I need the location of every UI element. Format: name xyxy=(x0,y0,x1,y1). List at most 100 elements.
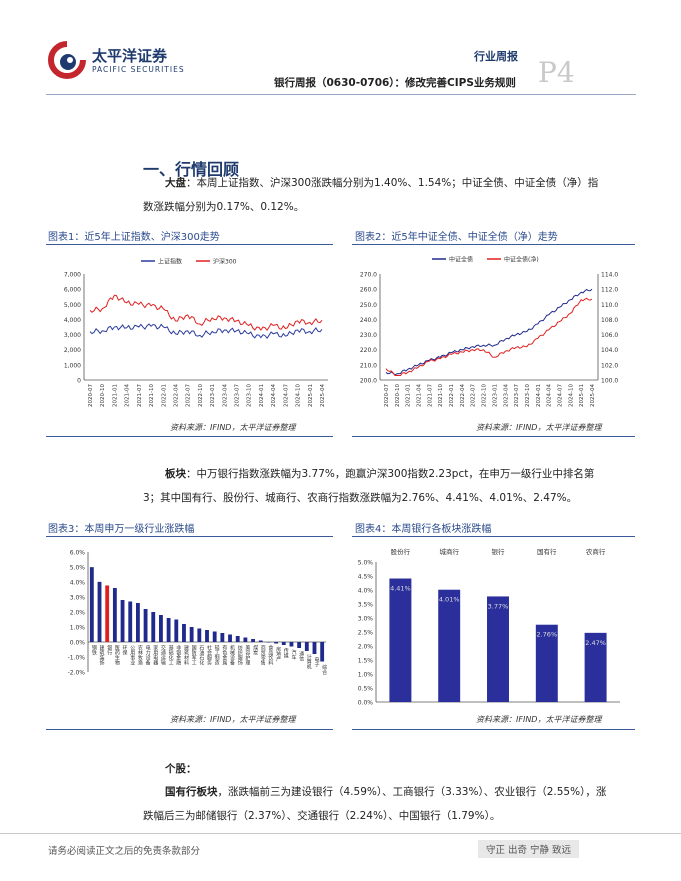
x-tick-label: 2025-01 xyxy=(308,384,314,407)
figure1-bottom-rule xyxy=(46,436,333,437)
y-tick-label: 4,000 xyxy=(64,317,81,324)
x-tick-label: 2022-10 xyxy=(482,384,488,407)
y-tick-label: 200.0 xyxy=(360,378,377,385)
header-divider xyxy=(46,94,636,95)
bar-家用电器 xyxy=(151,612,156,642)
market-text-line1: ：本周上证指数、沪深300涨跌幅分别为1.40%、1.54%；中证全债、中证全债… xyxy=(186,177,599,189)
bar-传媒 xyxy=(281,642,286,645)
x-tick-label: 2023-07 xyxy=(514,384,520,407)
category-label: 社会服务 xyxy=(206,644,212,666)
bar-公用事业 xyxy=(128,601,133,642)
bar-电子 xyxy=(312,642,317,654)
data-label: 2.76% xyxy=(536,631,557,639)
bar-基础化工 xyxy=(166,618,171,642)
y-tick-label: 5.0% xyxy=(70,565,86,572)
y-tick-label: 6,000 xyxy=(64,287,81,294)
y-tick-label: 3.0% xyxy=(70,595,86,602)
x-tick-label: 2025-04 xyxy=(590,384,596,407)
category-label: 国防军工 xyxy=(191,645,197,665)
x-tick-label: 2021-01 xyxy=(406,384,412,407)
x-tick-label: 2020-10 xyxy=(100,384,106,407)
board-text-line1: ：中万银行指数涨跌幅为3.77%，跑赢沪深300指数2.23pct，在申万一级行… xyxy=(186,468,595,480)
x-tick-label: 2023-01 xyxy=(210,384,216,407)
figure2-rule xyxy=(352,244,635,245)
y-tick-label: 3.5% xyxy=(358,602,374,609)
category-label: 商贸零售 xyxy=(260,644,266,666)
figure2-bottom-rule xyxy=(352,436,635,437)
category-label: 基础化工 xyxy=(168,644,174,665)
y-tick-label: 7,000 xyxy=(64,272,81,279)
x-tick-label: 2022-07 xyxy=(471,384,477,407)
y-tick-label: 4.0% xyxy=(358,588,374,595)
figure1-rule xyxy=(46,244,333,245)
category-label: 城商行 xyxy=(439,547,459,556)
bar-医药生物 xyxy=(112,588,117,642)
figure1-title: 图表1：近5年上证指数、沪深300走势 xyxy=(48,232,220,243)
stocks-paragraph-cont: 跌幅后三为邮储银行（2.37%）、交通银行（2.24%）、中国银行（1.79%）… xyxy=(143,810,501,822)
x-tick-label: 2025-01 xyxy=(579,384,585,407)
legend-label: 中证全债 xyxy=(449,256,473,264)
category-label: 医药生物 xyxy=(114,645,120,666)
category-label: 美容护理 xyxy=(244,644,250,665)
y-right-tick-label: 104.0 xyxy=(601,347,618,354)
y-tick-label: 210.0 xyxy=(360,362,377,369)
series-line-2 xyxy=(89,294,323,332)
bar-有色金属 xyxy=(220,633,225,642)
x-tick-label: 2023-01 xyxy=(492,384,498,407)
bar-房地产 xyxy=(274,642,279,644)
x-tick-label: 2022-01 xyxy=(449,384,455,407)
bar-城商行 xyxy=(438,589,461,702)
category-label: 交通运输 xyxy=(160,644,166,666)
board-paragraph: 板块：中万银行指数涨跌幅为3.77%，跑赢沪深300指数2.23pct，在申万一… xyxy=(165,462,635,486)
y-tick-label: 5.0% xyxy=(358,560,374,567)
data-label: 2.47% xyxy=(585,639,606,647)
data-label: 4.01% xyxy=(439,596,460,604)
x-tick-label: 2025-04 xyxy=(320,384,326,407)
section-title: 一、行情回顾 xyxy=(143,160,240,179)
y-tick-label: -1.0% xyxy=(68,655,86,662)
bar-商贸零售 xyxy=(258,640,263,642)
category-label: 轻工制造 xyxy=(214,644,220,666)
y-tick-label: 1.0% xyxy=(70,625,86,632)
x-tick-label: 2022-04 xyxy=(460,384,466,407)
bar-石油石化 xyxy=(197,628,202,642)
bar-通信 xyxy=(297,642,302,648)
y-tick-label: 0.5% xyxy=(358,686,374,693)
category-label: 房地产 xyxy=(275,646,281,663)
y-tick-label: 3,000 xyxy=(64,332,81,339)
y-right-tick-label: 106.0 xyxy=(601,332,618,339)
figure3-bottom-rule xyxy=(46,729,333,730)
category-label: 有色金属 xyxy=(221,644,227,666)
category-label: 电力设备 xyxy=(145,644,151,666)
y-tick-label: 6.0% xyxy=(70,550,86,557)
report-title: 银行周报（0630-0706）：修改完善CIPS业务规则 xyxy=(274,77,516,89)
state-bank-label: 国有行板块 xyxy=(165,786,218,798)
category-label: 石油石化 xyxy=(198,645,204,666)
category-label: 非银金融 xyxy=(175,644,181,666)
page-number: P4 xyxy=(538,56,575,89)
footer-divider xyxy=(0,833,681,834)
y-tick-label: 260.0 xyxy=(360,287,377,294)
x-tick-label: 2023-04 xyxy=(222,384,228,407)
y-tick-label: 240.0 xyxy=(360,317,377,324)
bar-农林牧渔 xyxy=(135,603,140,642)
bar-建筑装饰 xyxy=(97,581,102,642)
x-tick-label: 2024-07 xyxy=(283,384,289,407)
x-tick-label: 2023-07 xyxy=(235,384,241,407)
bar-银行 xyxy=(105,585,110,642)
y-right-tick-label: 108.0 xyxy=(601,317,618,324)
x-tick-label: 2024-10 xyxy=(568,384,574,407)
series-line-2 xyxy=(385,297,593,377)
category-label: 通信 xyxy=(298,650,304,662)
series-line-1 xyxy=(385,288,593,376)
category-label: 家用电器 xyxy=(152,644,158,666)
x-tick-label: 2023-04 xyxy=(503,384,509,407)
y-tick-label: 0 xyxy=(77,378,81,385)
y-tick-label: 3.0% xyxy=(358,616,374,623)
figure2-title: 图表2：近5年中证全债、中证全债（净）走势 xyxy=(355,232,558,243)
series-line-1 xyxy=(89,323,323,340)
bar-钢铁 xyxy=(89,567,94,642)
footer-motto: 守正 出奇 宁静 致远 xyxy=(478,840,580,858)
x-tick-label: 2021-10 xyxy=(149,384,155,407)
category-label: 煤炭 xyxy=(252,644,258,656)
